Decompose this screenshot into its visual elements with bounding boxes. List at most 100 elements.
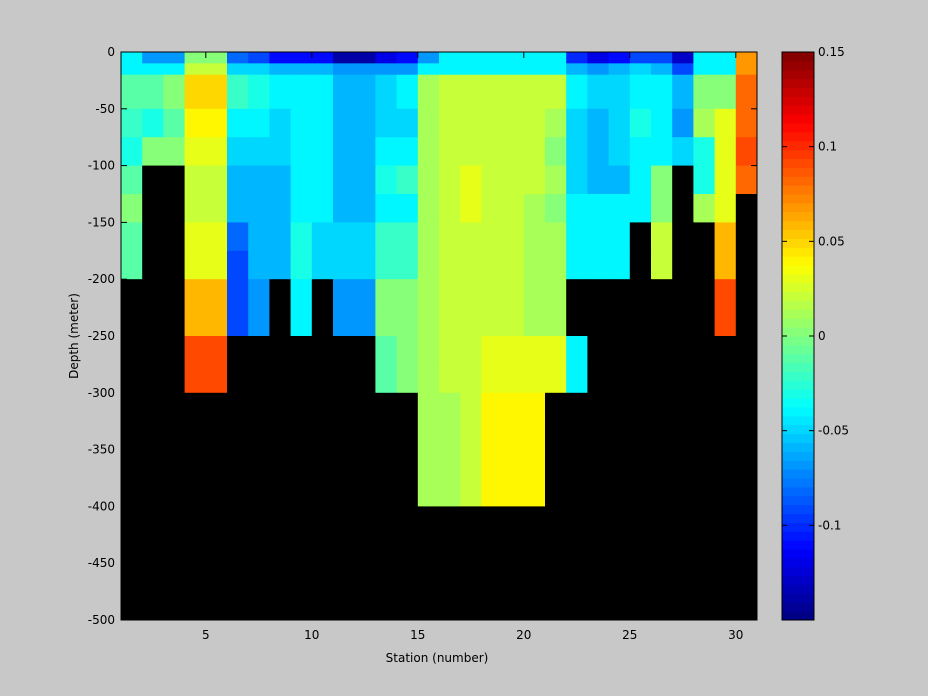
heatmap-cell <box>502 279 525 308</box>
colorbar-segment <box>782 220 814 231</box>
heatmap-cell <box>248 336 270 365</box>
heatmap-cell <box>735 392 758 422</box>
heatmap-cell <box>714 478 737 507</box>
heatmap-cell <box>460 591 482 621</box>
heatmap-cell <box>566 63 588 76</box>
heatmap-cell <box>651 74 673 88</box>
heatmap-cell <box>714 421 737 450</box>
heatmap-cell <box>629 364 652 394</box>
heatmap-cell <box>439 87 461 110</box>
heatmap-cell <box>163 194 185 223</box>
heatmap-cell <box>439 591 461 621</box>
heatmap-cell <box>184 74 207 88</box>
heatmap-cell <box>608 165 631 195</box>
heatmap-cell <box>205 52 228 64</box>
colorbar-segment <box>782 96 814 106</box>
heatmap-cell <box>608 52 631 64</box>
heatmap-cell <box>375 137 397 166</box>
heatmap-cell <box>142 108 164 138</box>
heatmap-cell <box>629 534 652 564</box>
heatmap-cell <box>545 449 567 479</box>
heatmap-cell <box>184 137 207 166</box>
heatmap-cell <box>439 534 461 564</box>
colorbar-segment <box>782 495 814 506</box>
heatmap-cell <box>735 222 758 252</box>
y-tick-label: -400 <box>88 499 115 513</box>
heatmap-cell <box>227 194 249 223</box>
heatmap-cell <box>290 165 313 195</box>
heatmap-cell <box>714 74 737 88</box>
heatmap-cell <box>375 52 397 64</box>
heatmap-cell <box>311 591 334 621</box>
heatmap-cell <box>502 194 525 223</box>
heatmap-cell <box>651 108 673 138</box>
heatmap-cell <box>545 63 567 76</box>
heatmap-cell <box>184 279 207 308</box>
heatmap-cell <box>651 364 673 394</box>
heatmap-cell <box>545 87 567 110</box>
heatmap-cell <box>142 74 164 88</box>
heatmap-cell <box>290 591 313 621</box>
heatmap-cell <box>184 307 207 337</box>
heatmap-cell <box>311 336 334 365</box>
heatmap-cell <box>205 87 228 110</box>
heatmap-cell <box>269 87 291 110</box>
heatmap-cell <box>163 137 185 166</box>
heatmap-cell <box>375 108 397 138</box>
heatmap-cell <box>735 307 758 337</box>
heatmap-cell <box>693 534 715 564</box>
heatmap-cell <box>333 87 355 110</box>
y-tick-label: -350 <box>88 443 115 457</box>
heatmap-cell <box>587 534 609 564</box>
heatmap-cell <box>290 222 313 252</box>
heatmap-cell <box>269 392 291 422</box>
heatmap-cell <box>566 250 588 280</box>
colorbar-segment <box>782 371 814 381</box>
colorbar-segment <box>782 415 814 426</box>
heatmap-cell <box>417 194 440 223</box>
heatmap-cell <box>142 194 164 223</box>
heatmap-cells <box>121 52 758 621</box>
heatmap-cell <box>396 63 419 76</box>
heatmap-cell <box>735 478 758 507</box>
heatmap-cell <box>184 449 207 479</box>
heatmap-cell <box>629 591 652 621</box>
heatmap-cell <box>311 222 334 252</box>
heatmap-cell <box>523 194 546 223</box>
heatmap-cell <box>735 74 758 88</box>
heatmap-cell <box>608 336 631 365</box>
heatmap-cell <box>142 421 164 450</box>
heatmap-cell <box>672 364 694 394</box>
heatmap-cell <box>184 364 207 394</box>
heatmap-cell <box>375 336 397 365</box>
heatmap-cell <box>121 449 143 479</box>
colorbar-segment <box>782 566 814 577</box>
heatmap-cell <box>502 87 525 110</box>
heatmap-cell <box>629 63 652 76</box>
heatmap-cell <box>248 591 270 621</box>
heatmap-cell <box>523 52 546 64</box>
heatmap-cell <box>184 421 207 450</box>
heatmap-cell <box>651 591 673 621</box>
heatmap-cell <box>714 87 737 110</box>
heatmap-cell <box>311 307 334 337</box>
heatmap-cell <box>651 194 673 223</box>
heatmap-cell <box>290 506 313 536</box>
colorbar-segment <box>782 504 814 515</box>
heatmap-cell <box>693 250 715 280</box>
heatmap-cell <box>439 307 461 337</box>
heatmap-cell <box>269 108 291 138</box>
heatmap-cell <box>481 392 503 422</box>
heatmap-cell <box>290 307 313 337</box>
colorbar-segment <box>782 114 814 124</box>
heatmap-cell <box>629 74 652 88</box>
heatmap-cell <box>311 137 334 166</box>
heatmap-cell <box>523 421 546 450</box>
heatmap-cell <box>651 478 673 507</box>
heatmap-cell <box>227 87 249 110</box>
heatmap-cell <box>375 63 397 76</box>
x-tick-label: 5 <box>202 628 210 642</box>
x-tick-label: 20 <box>516 628 531 642</box>
heatmap-cell <box>566 364 588 394</box>
heatmap-cell <box>693 307 715 337</box>
